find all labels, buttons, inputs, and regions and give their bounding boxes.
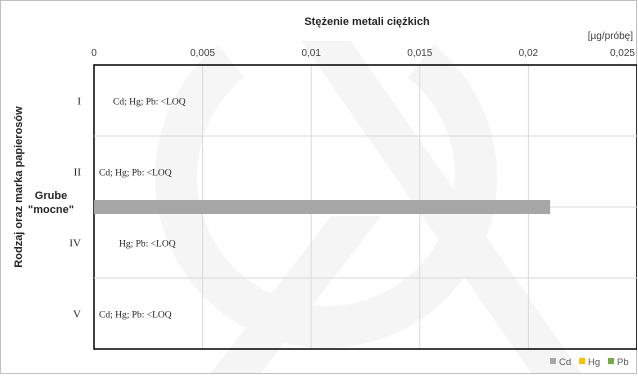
category-label: I	[77, 96, 81, 108]
watermark-slash-2	[211, 216, 381, 373]
x-tick-label: 0,02	[519, 48, 539, 59]
annotation-loq: Cd; Hg; Pb: <LOQ	[99, 169, 172, 179]
x-tick-label: 0,015	[407, 48, 432, 59]
legend-swatch-pb	[608, 358, 614, 364]
x-tick-label: 0,025	[610, 48, 635, 59]
legend-swatch-hg	[579, 358, 585, 364]
annotation-loq: Cd; Hg; Pb: <LOQ	[113, 98, 186, 108]
annotation-loq: Cd; Hg; Pb: <LOQ	[99, 311, 172, 321]
x-tick-label: 0,005	[190, 48, 215, 59]
group-label-line-1: Grube	[35, 190, 67, 202]
unit-label: [µg/próbę]	[588, 31, 633, 42]
annotations: Cd; Hg; Pb: <LOQ Cd; Hg; Pb: <LOQ Hg; Pb: …	[99, 98, 186, 321]
category-label: V	[73, 309, 81, 321]
y-axis-title: Rodzaj oraz marka papierosów	[13, 106, 25, 268]
x-tick-label: 0,01	[301, 48, 321, 59]
legend-label-hg: Hg	[588, 357, 600, 368]
legend: Cd Hg Pb	[550, 357, 629, 368]
bars	[94, 200, 551, 214]
x-axis-ticks: 0 0,005 0,01 0,015 0,02 0,025	[91, 48, 635, 59]
x-tick-label: 0	[91, 48, 97, 59]
bar-cd	[94, 200, 551, 214]
legend-swatch-cd	[550, 358, 556, 364]
legend-label-pb: Pb	[617, 357, 629, 368]
watermark-ring	[155, 44, 497, 348]
annotation-loq: Hg; Pb: <LOQ	[119, 240, 176, 250]
group-label-line-2: "mocne"	[28, 204, 74, 216]
legend-label-cd: Cd	[559, 357, 571, 368]
category-label: II	[74, 167, 82, 179]
category-label: IV	[69, 238, 81, 250]
chart-title: Stężenie metali ciężkich	[304, 16, 430, 28]
